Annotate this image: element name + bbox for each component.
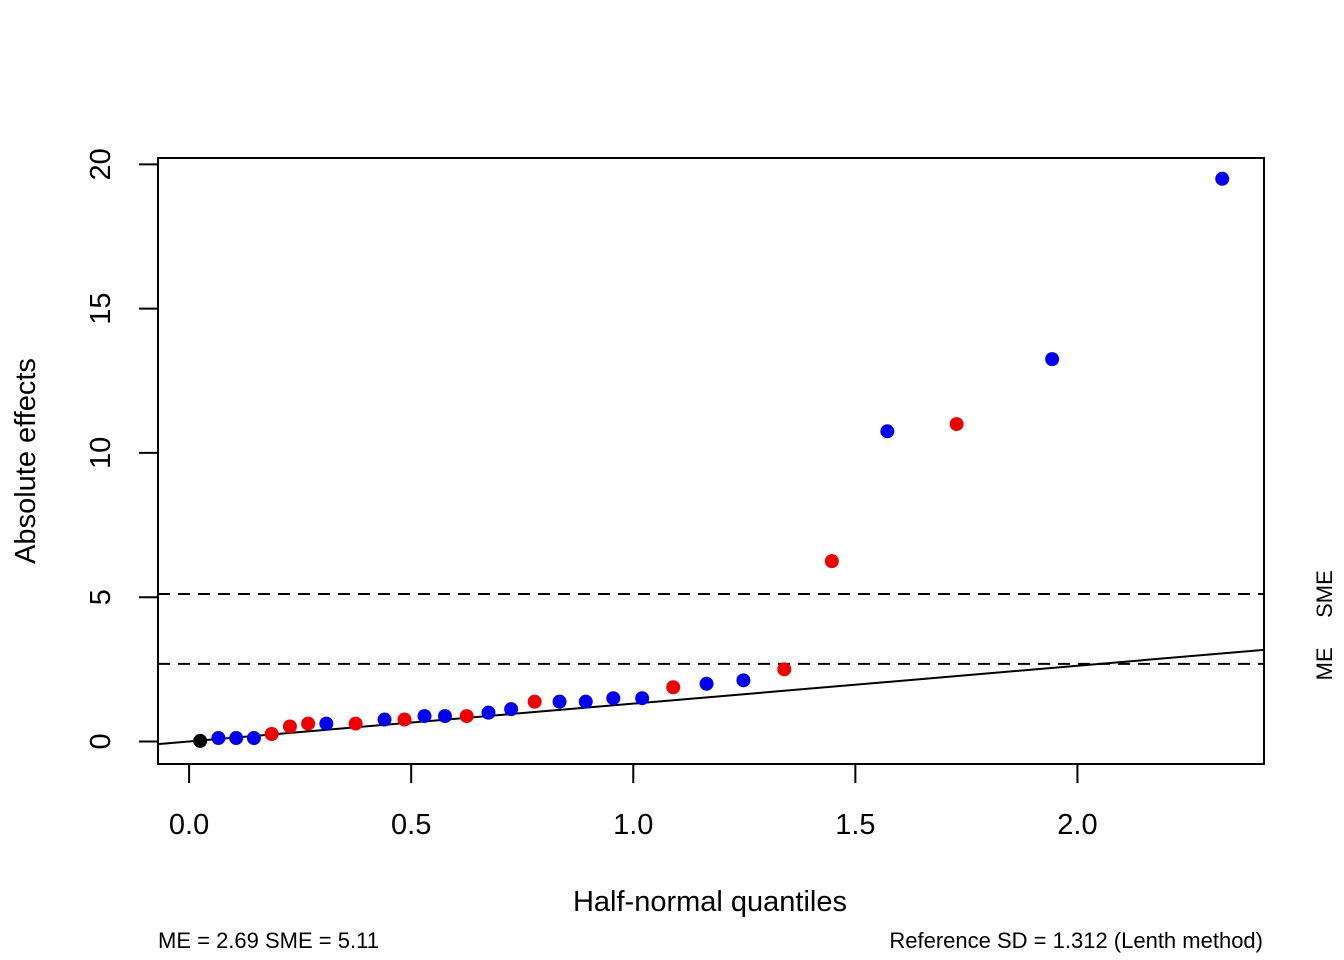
data-point	[437, 709, 452, 724]
data-point	[635, 691, 650, 706]
footer-me-sme: ME = 2.69 SME = 5.11	[158, 928, 379, 953]
x-tick-label: 2.0	[1057, 809, 1097, 841]
footer-reference-sd: Reference SD = 1.312 (Lenth method)	[889, 928, 1263, 953]
x-tick-label: 1.5	[835, 809, 875, 841]
data-point	[348, 716, 363, 731]
data-point	[736, 673, 751, 688]
data-point	[1215, 171, 1230, 186]
data-point	[552, 694, 567, 709]
data-point	[1045, 352, 1060, 367]
x-axis: 0.0 0.5 1.0 1.5 2.0	[169, 763, 1098, 841]
data-point	[377, 712, 392, 727]
data-point	[504, 702, 519, 717]
y-tick-label: 20	[85, 148, 117, 180]
threshold-label-sme: SME	[1312, 570, 1337, 618]
data-point	[319, 716, 334, 731]
threshold-lines-layer	[158, 593, 1264, 665]
y-tick-label: 15	[85, 293, 117, 325]
data-point	[880, 424, 895, 439]
x-axis-title: Half-normal quantiles	[573, 886, 847, 918]
y-axis-title: Absolute effects	[10, 358, 42, 564]
data-point	[606, 691, 621, 706]
reference-line	[157, 648, 1265, 746]
threshold-labels: SME ME	[1312, 570, 1337, 680]
data-point	[824, 554, 839, 569]
x-tick-label: 0.0	[169, 809, 209, 841]
data-point	[193, 733, 208, 748]
data-point	[949, 417, 964, 432]
data-point	[459, 709, 474, 724]
y-axis: 0 5 10 15 20	[85, 148, 159, 750]
plot-box	[157, 157, 1265, 765]
y-tick-label: 10	[85, 437, 117, 469]
x-tick-label: 1.0	[613, 809, 653, 841]
data-point	[264, 726, 279, 741]
data-point	[417, 709, 432, 724]
data-point	[397, 712, 412, 727]
points-layer	[193, 171, 1230, 748]
threshold-label-me: ME	[1312, 647, 1337, 680]
data-point	[578, 694, 593, 709]
data-point	[777, 662, 792, 677]
data-point	[666, 680, 681, 695]
y-tick-label: 5	[85, 589, 117, 605]
x-tick-label: 0.5	[391, 809, 431, 841]
data-point	[211, 731, 226, 746]
data-point	[301, 716, 316, 731]
data-point	[699, 676, 714, 691]
data-point	[527, 694, 542, 709]
y-tick-label: 0	[85, 733, 117, 749]
data-point	[282, 719, 297, 734]
reference-line-layer	[157, 648, 1265, 746]
data-point	[481, 705, 496, 720]
data-point	[246, 731, 261, 746]
data-point	[229, 731, 244, 746]
